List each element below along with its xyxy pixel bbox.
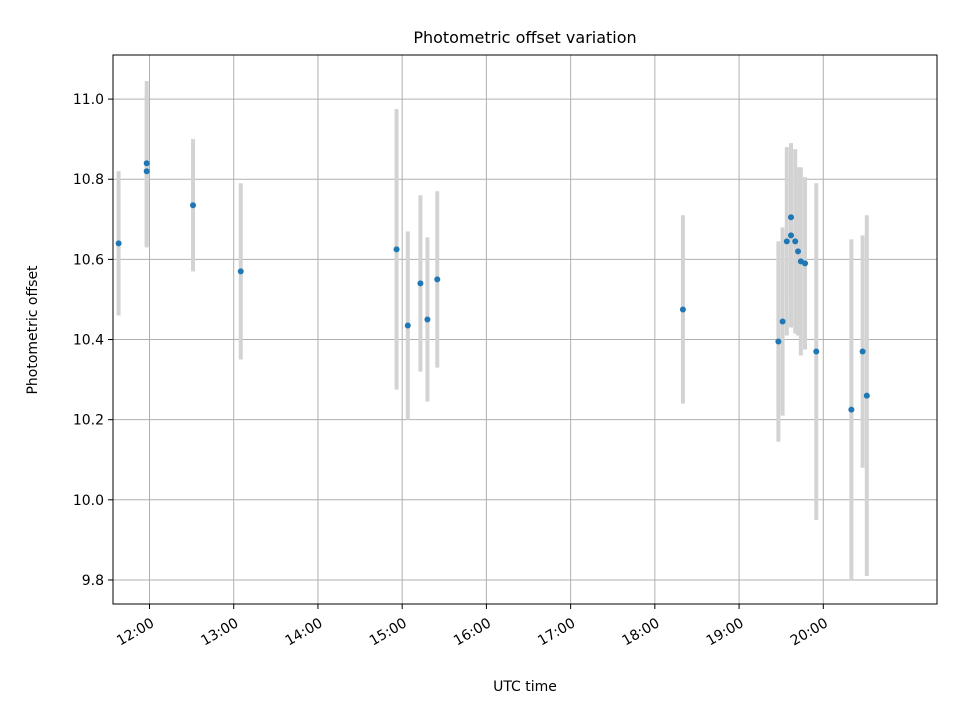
x-tick-label: 17:00: [535, 615, 578, 649]
y-tick-label: 9.8: [82, 573, 104, 589]
chart-title: Photometric offset variation: [413, 28, 636, 47]
data-point: [775, 338, 782, 345]
data-point: [417, 280, 424, 287]
data-point: [792, 238, 799, 245]
data-point: [779, 318, 786, 325]
y-tick-label: 10.4: [73, 333, 104, 349]
data-point: [783, 238, 790, 245]
x-tick-label: 12:00: [114, 615, 157, 649]
x-tick-label: 14:00: [283, 615, 326, 649]
x-axis-ticks: 12:00 13:00 14:00 15:00 16:00 17:00 18:00 19:00…: [114, 604, 831, 649]
x-tick-label: 16:00: [451, 615, 494, 649]
data-points: [115, 160, 870, 413]
x-tick-label: 19:00: [704, 615, 747, 649]
data-point: [424, 316, 431, 323]
data-point: [802, 260, 809, 267]
data-point: [795, 248, 802, 255]
x-tick-label: 13:00: [198, 615, 241, 649]
y-tick-label: 11.0: [73, 92, 104, 108]
x-axis-label: UTC time: [493, 679, 557, 695]
data-point: [143, 160, 150, 167]
data-point: [393, 246, 400, 253]
y-tick-label: 10.6: [73, 252, 104, 268]
data-point: [863, 392, 870, 399]
data-point: [237, 268, 244, 275]
y-tick-label: 10.0: [73, 493, 104, 509]
x-tick-label: 20:00: [788, 615, 831, 649]
data-point: [143, 168, 150, 175]
x-tick-label: 18:00: [619, 615, 662, 649]
data-point: [813, 348, 820, 355]
data-point: [434, 276, 441, 283]
y-tick-label: 10.2: [73, 413, 104, 429]
y-axis-label: Photometric offset: [25, 265, 41, 395]
data-point: [115, 240, 122, 247]
data-point: [679, 306, 686, 313]
x-tick-label: 15:00: [367, 615, 410, 649]
error-bars: [116, 81, 869, 580]
data-point: [859, 348, 866, 355]
plot-frame: [112, 54, 938, 605]
data-point: [404, 322, 411, 329]
data-point: [788, 232, 795, 239]
data-point: [190, 202, 197, 209]
grid-lines: [113, 55, 937, 604]
y-tick-label: 10.8: [73, 172, 104, 188]
y-axis-ticks: 9.8 10.0 10.2 10.4 10.6 10.8 11.0: [73, 92, 113, 589]
data-point: [788, 214, 795, 221]
data-point: [848, 406, 855, 413]
